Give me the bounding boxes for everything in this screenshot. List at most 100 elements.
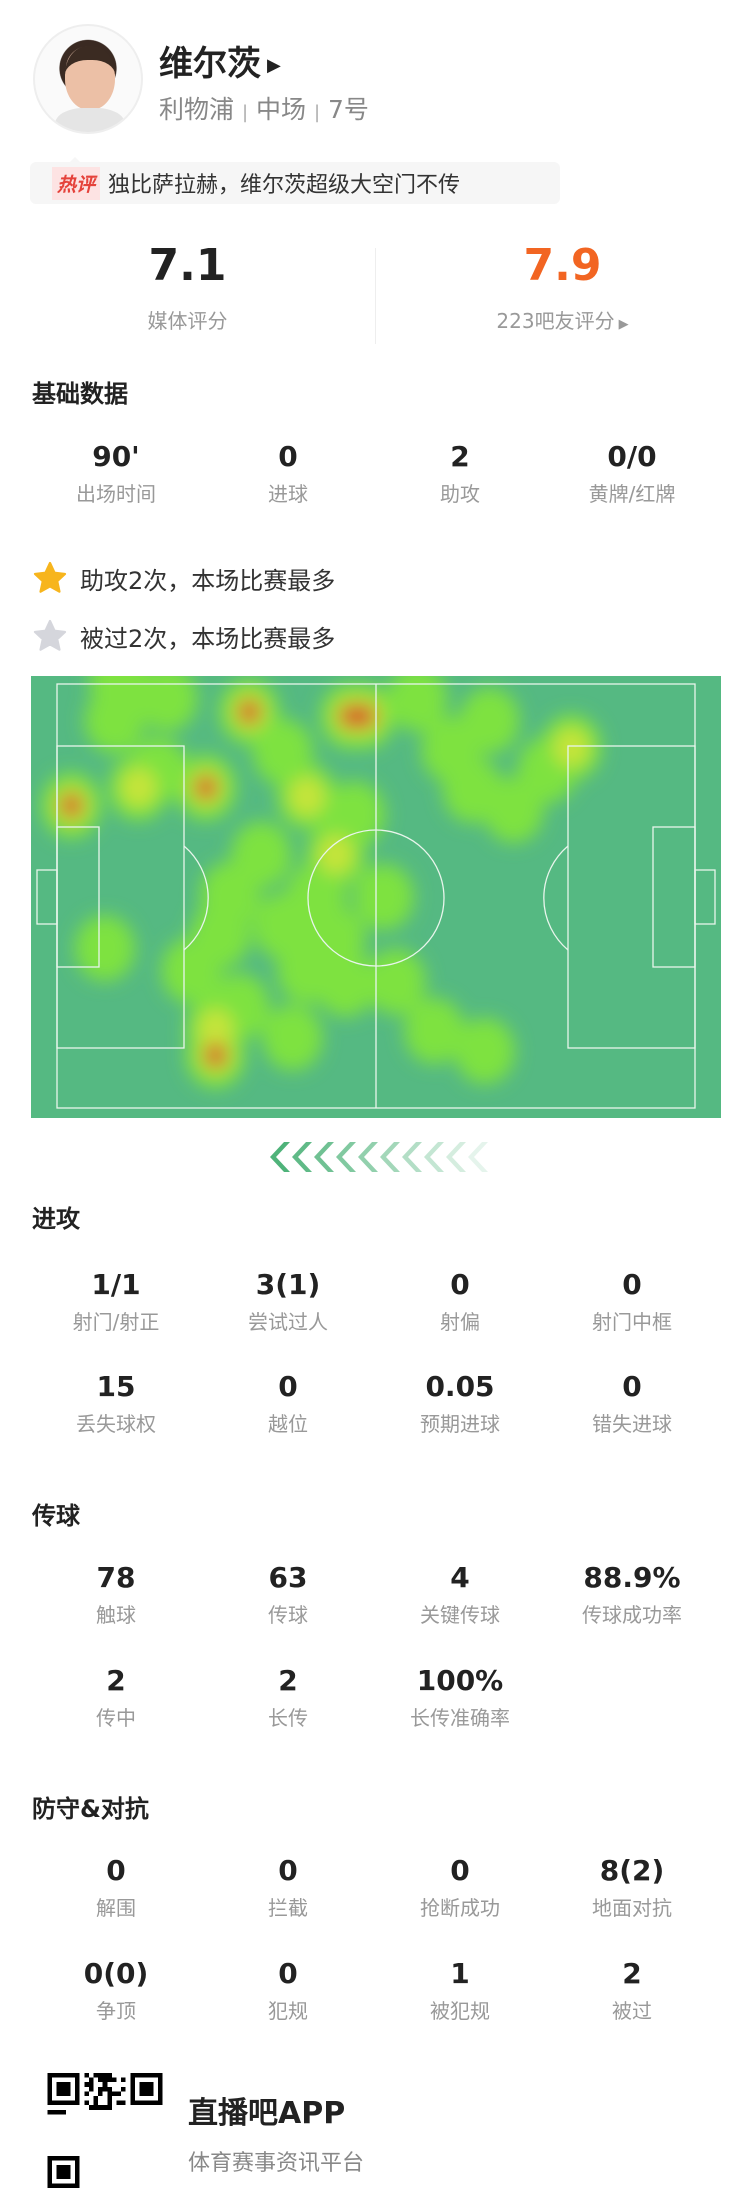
- stat-label: 地面对抗: [592, 1896, 672, 1920]
- stat-value: 0: [622, 1370, 642, 1403]
- stat-label: 被过: [612, 1999, 652, 2023]
- heat-spot: [404, 997, 465, 1064]
- stat-item: 0.05 预期进球: [374, 1370, 546, 1437]
- highlight-text: 助攻2次，本场比赛最多: [80, 566, 336, 595]
- stat-label: 射偏: [440, 1310, 480, 1334]
- caret-right-icon: ▶: [618, 317, 629, 332]
- stat-item: 0 进球: [202, 440, 374, 507]
- chevron-left-icon: [292, 1142, 312, 1172]
- heat-spot: [238, 699, 261, 724]
- stat-value: 78: [96, 1561, 136, 1594]
- attack-stats-row: 1/1 射门/射正 3(1) 尝试过人 0 射偏 0 射门中框: [0, 1268, 750, 1335]
- stat-item: 90' 出场时间: [30, 440, 202, 507]
- fan-rating-value: 7.9: [523, 240, 602, 291]
- stat-item: 88.9% 传球成功率: [546, 1561, 718, 1628]
- stat-label: 长传: [268, 1706, 308, 1730]
- heat-spot: [387, 676, 448, 732]
- chevron-left-icon: [270, 1142, 290, 1172]
- chevron-left-icon: [446, 1142, 466, 1172]
- heat-spot: [288, 776, 325, 817]
- stat-item: 0/0 黄牌/红牌: [546, 440, 718, 507]
- stat-item: 2 被过: [546, 1957, 718, 2024]
- stat-label: 传球: [268, 1603, 308, 1627]
- chevron-left-icon: [358, 1142, 378, 1172]
- stat-label: 射门/射正: [72, 1310, 160, 1334]
- stat-label: 被犯规: [430, 1999, 490, 2023]
- heat-spot: [315, 951, 376, 1018]
- attack-direction-arrows: [270, 1140, 490, 1174]
- heat-spot: [89, 676, 150, 714]
- heat-spot: [75, 915, 136, 982]
- stat-item: 0 越位: [202, 1370, 374, 1437]
- passing-stats-row: 78 触球 63 传球 4 关键传球 88.9% 传球成功率: [0, 1561, 750, 1628]
- hot-comment-badge: 热评: [52, 166, 101, 200]
- heat-spot: [353, 704, 376, 729]
- section-title-basic: 基础数据: [32, 380, 128, 408]
- stat-value: 0: [278, 440, 298, 473]
- stat-value: 4: [450, 1561, 470, 1594]
- stat-label: 抢断成功: [420, 1896, 500, 1920]
- stat-label: 黄牌/红牌: [588, 482, 676, 506]
- section-title-defense: 防守&对抗: [32, 1795, 149, 1823]
- stat-label: 错失进球: [592, 1412, 672, 1436]
- stat-item: 0 拦截: [202, 1854, 374, 1921]
- heat-spot: [190, 901, 251, 968]
- stat-label: 解围: [96, 1896, 136, 1920]
- stat-value: 0.05: [425, 1370, 495, 1403]
- stat-label: 出场时间: [76, 482, 156, 506]
- fan-rating-label: 223吧友评分: [496, 309, 615, 333]
- stat-value: 0: [278, 1370, 298, 1403]
- stat-value: 0: [450, 1268, 470, 1301]
- stat-label: 触球: [96, 1603, 136, 1627]
- hot-comment[interactable]: 热评 独比萨拉赫，维尔茨超级大空门不传: [30, 157, 560, 204]
- heat-spot: [454, 1018, 515, 1084]
- heat-spot: [60, 793, 83, 818]
- heat-spot: [120, 767, 157, 808]
- heat-spot: [137, 676, 198, 732]
- heat-spot: [195, 775, 217, 800]
- qr-code[interactable]: [45, 2073, 165, 2188]
- stat-label: 丢失球权: [76, 1412, 156, 1436]
- player-meta: 利物浦 | 中场 | 7号: [159, 90, 369, 126]
- app-name: 直播吧APP: [188, 2096, 346, 2131]
- stat-value: 2: [106, 1664, 126, 1697]
- heat-spot: [252, 718, 313, 785]
- stat-label: 拦截: [268, 1896, 308, 1920]
- pitch-lines: [36, 683, 716, 1109]
- stat-label: 助攻: [440, 482, 480, 506]
- stat-label: 预期进球: [420, 1412, 500, 1436]
- stat-value: 0: [622, 1268, 642, 1301]
- stat-label: 进球: [268, 482, 308, 506]
- stat-value: 100%: [416, 1664, 504, 1697]
- app-tagline: 体育赛事资讯平台: [188, 2151, 365, 2176]
- stat-value: 15: [96, 1370, 136, 1403]
- chevron-left-icon: [314, 1142, 334, 1172]
- player-name-link[interactable]: 维尔茨 ▶: [159, 36, 281, 85]
- stat-item: 1 被犯规: [374, 1957, 546, 2024]
- heat-spot: [197, 1008, 234, 1049]
- stat-label: 争顶: [96, 1999, 136, 2023]
- defense-stats-row: 0(0) 争顶 0 犯规 1 被犯规 2 被过: [0, 1957, 750, 2024]
- heat-spot: [204, 1043, 227, 1068]
- star-gold-icon: [33, 561, 67, 593]
- heat-spot: [317, 834, 354, 875]
- stat-value: 2: [278, 1664, 298, 1697]
- heat-spot: [553, 727, 590, 768]
- stat-value: 0(0): [83, 1957, 149, 1990]
- position: 中场: [256, 95, 307, 124]
- media-rating-value: 7.1: [148, 240, 227, 291]
- heat-spot: [353, 863, 414, 930]
- stat-item: 78 触球: [30, 1561, 202, 1628]
- divider: [375, 248, 376, 344]
- stat-value: 2: [450, 440, 470, 473]
- player-avatar[interactable]: [33, 24, 143, 134]
- stat-value: 1: [450, 1957, 470, 1990]
- fan-rating[interactable]: 7.9 223吧友评分 ▶: [375, 240, 750, 334]
- defense-stats-row: 0 解围 0 拦截 0 抢断成功 8(2) 地面对抗: [0, 1854, 750, 1921]
- stat-label: 关键传球: [420, 1603, 500, 1627]
- heatmap-pitch: [31, 676, 721, 1118]
- stat-item: 63 传球: [202, 1561, 374, 1628]
- stat-value: 88.9%: [583, 1561, 681, 1594]
- stat-item: 0(0) 争顶: [30, 1957, 202, 2024]
- stat-item: 3(1) 尝试过人: [202, 1268, 374, 1335]
